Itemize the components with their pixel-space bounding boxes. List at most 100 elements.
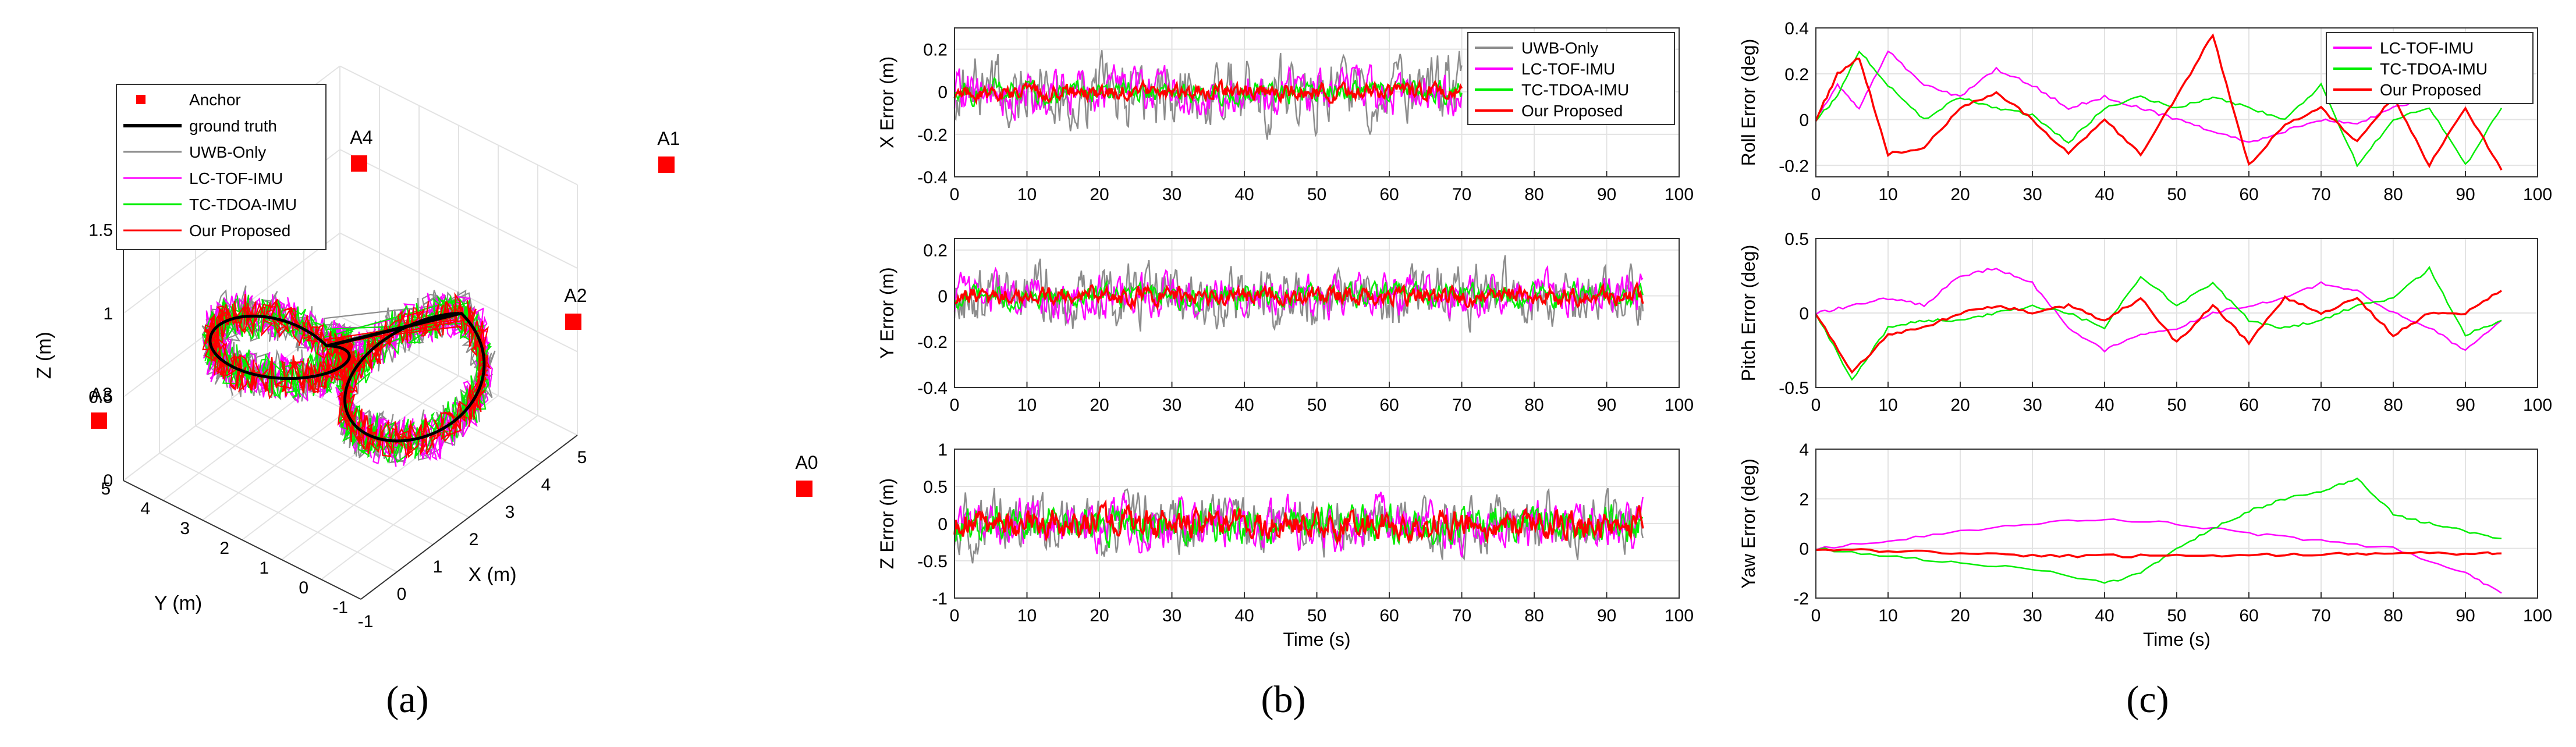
wall-grid <box>339 149 578 269</box>
y-axis-label: X Error (m) <box>877 56 897 148</box>
y-tick-label: 0 <box>938 515 948 534</box>
caption-c: (c) <box>2126 678 2169 721</box>
x-tick-label: 4 <box>541 475 551 495</box>
x-tick-label: 10 <box>1017 185 1037 204</box>
y-tick-label: 0.2 <box>1784 65 1809 84</box>
x-tick-label: 60 <box>1379 185 1399 204</box>
plot-frame-b2 <box>954 238 1680 388</box>
y-tick-label: 0 <box>1799 304 1809 323</box>
series-line-our-proposed <box>953 499 1644 546</box>
anchor-label: A1 <box>657 128 680 149</box>
x-tick-label: 40 <box>2095 396 2114 415</box>
series-line-lc-tof-imu <box>1815 268 2502 353</box>
x-tick-label: 20 <box>1090 185 1109 204</box>
anchor-label: A3 <box>90 384 112 405</box>
plot-frame-c1 <box>1815 27 2538 177</box>
anchor-label: A0 <box>795 452 818 473</box>
anchor-marker <box>658 156 675 173</box>
series-group-b3 <box>953 488 1644 564</box>
x-tick-label: 90 <box>2456 185 2475 204</box>
wall-grid <box>123 316 340 481</box>
y-tick-label: -0.4 <box>917 379 948 398</box>
y-tick-label: 2 <box>219 539 229 558</box>
y-tick-label: 0.2 <box>923 241 948 261</box>
x-tick-label: 80 <box>2383 396 2403 415</box>
y-tick-label: 1 <box>938 440 948 460</box>
x-tick-label: 50 <box>2167 185 2186 204</box>
y-tick-label: -0.5 <box>1779 379 1809 398</box>
x-tick-label: 40 <box>1234 606 1254 625</box>
x-tick-label: 40 <box>2095 606 2114 625</box>
x-tick-label: 90 <box>2456 606 2475 625</box>
x-tick-label: 30 <box>2023 185 2042 204</box>
y-tick-label: -0.2 <box>1779 156 1809 176</box>
y-tick-label: 4 <box>140 499 150 518</box>
z-axis-label: Z (m) <box>33 332 55 379</box>
x-tick-label: 80 <box>2383 185 2403 204</box>
legend-label: LC-TOF-IMU <box>2380 39 2474 57</box>
z-tick-label: 1 <box>103 304 113 323</box>
x-tick-label: 10 <box>1878 185 1897 204</box>
x-tick-label: 100 <box>1665 185 1694 204</box>
x-tick-label: 80 <box>1524 396 1544 415</box>
legend-label: ground truth <box>189 117 277 135</box>
legend-box-a <box>116 84 327 250</box>
x-axis-label: Time (s) <box>1283 629 1350 650</box>
y-tick-label: 0 <box>1799 111 1809 130</box>
x-tick-label: 60 <box>2239 396 2258 415</box>
y-tick-label: 2 <box>1799 490 1809 509</box>
x-tick-label: 60 <box>2239 185 2258 204</box>
series-group-c1 <box>1815 33 2503 171</box>
x-tick-label: 90 <box>1597 185 1616 204</box>
series-line-tc-tdoa-imu <box>1815 50 2503 168</box>
legend-label: TC-TDOA-IMU <box>1521 81 1629 99</box>
legend-label: UWB-Only <box>189 143 266 161</box>
legend-label: TC-TDOA-IMU <box>2380 60 2488 78</box>
y-tick-label: 0.5 <box>923 478 948 497</box>
series-group-c2 <box>1815 265 2502 381</box>
wall-grid <box>339 65 578 186</box>
x-tick-label: 70 <box>2311 185 2330 204</box>
x-tick-label: 20 <box>1090 396 1109 415</box>
legend-label: LC-TOF-IMU <box>189 169 283 187</box>
series-group-b2 <box>953 255 1644 333</box>
z-tick-label: 0.5 <box>88 388 113 407</box>
legend-label: Our Proposed <box>1521 102 1623 120</box>
y-tick-label: -0.4 <box>917 168 948 187</box>
caption-b: (b) <box>1261 678 1306 721</box>
x-tick-label: 10 <box>1017 396 1037 415</box>
x-tick-label: 0 <box>1811 185 1821 204</box>
x-tick-label: 40 <box>1234 396 1254 415</box>
series-line-lc-tof-imu <box>1815 518 2502 594</box>
anchor-label: A2 <box>564 285 587 306</box>
x-tick-label: 0 <box>1811 606 1821 625</box>
y-tick-label: 0.5 <box>1784 230 1809 249</box>
anchor-marker <box>796 481 812 497</box>
x-tick-label: 50 <box>1307 606 1326 625</box>
z-tick-label: 0 <box>103 471 113 490</box>
y-tick-label: 1 <box>259 559 269 578</box>
x-tick-label: 50 <box>1307 396 1326 415</box>
series-line-our-proposed <box>1815 290 2502 374</box>
x-tick-label: 20 <box>1090 606 1109 625</box>
ground-truth-line <box>208 311 486 443</box>
y-tick-label: 0.4 <box>1784 19 1809 38</box>
trajectory-group <box>201 285 496 467</box>
x-tick-label: 2 <box>469 530 479 549</box>
x-tick-label: 80 <box>1524 606 1544 625</box>
y-tick-label: -0.2 <box>917 333 948 352</box>
x-tick-label: 30 <box>1162 396 1181 415</box>
y-tick-label: 3 <box>180 519 190 538</box>
legend-swatch <box>136 95 146 104</box>
y-tick-label: 0.2 <box>923 41 948 60</box>
legend-label: Our Proposed <box>189 222 290 240</box>
x-tick-label: 30 <box>2023 606 2042 625</box>
y-axis-label: Z Error (m) <box>877 478 897 569</box>
x-tick-label: 5 <box>577 448 587 467</box>
x-tick-label: 50 <box>1307 185 1326 204</box>
y-tick-label: 0 <box>938 287 948 306</box>
x-tick-label: 10 <box>1878 396 1897 415</box>
x-tick-label: 0 <box>1811 396 1821 415</box>
series-line-tc-tdoa-imu <box>953 279 1644 314</box>
